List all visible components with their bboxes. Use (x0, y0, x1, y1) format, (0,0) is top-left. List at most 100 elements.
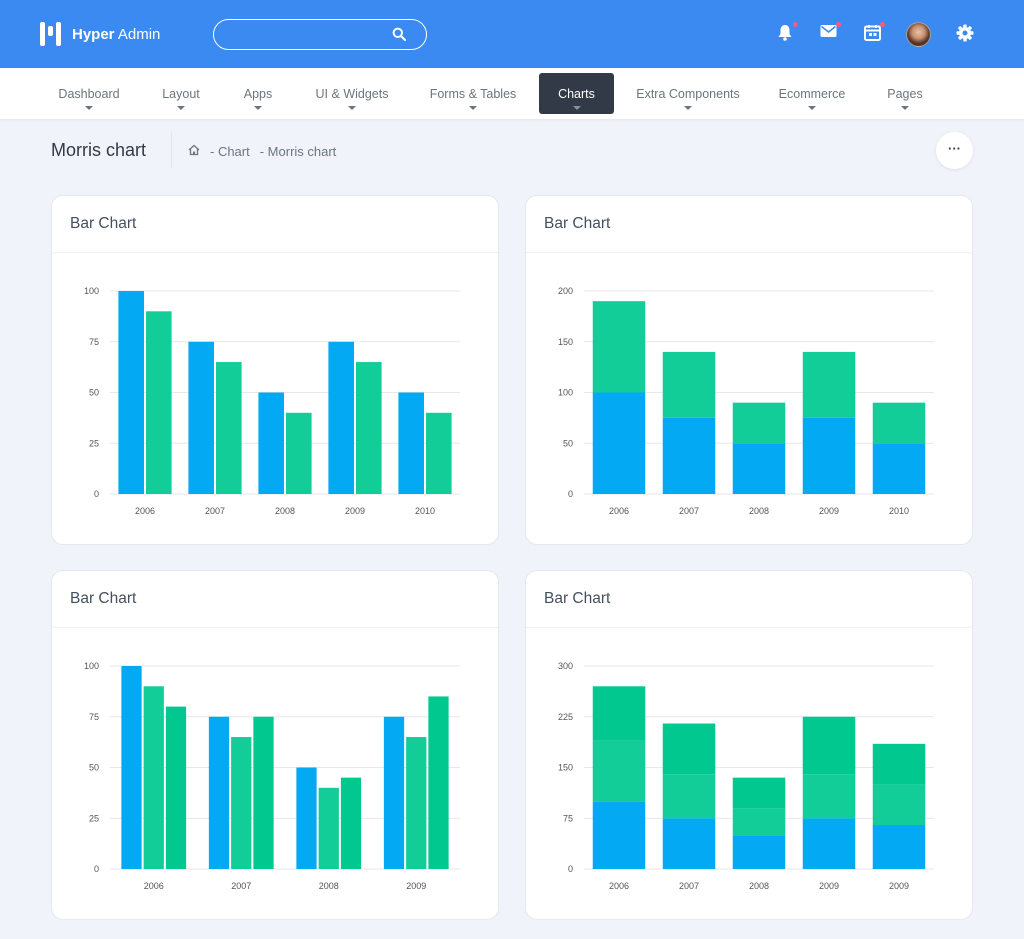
bar (732, 835, 786, 869)
brand-name: Hyper Admin (72, 25, 161, 43)
card-title: Bar Chart (70, 215, 137, 232)
x-tick-label: 2009 (889, 881, 909, 891)
x-tick-label: 2006 (144, 881, 164, 891)
x-tick-label: 2007 (679, 506, 699, 516)
chart-card: Bar Chart 0 75 150 225 300 2006 2007 2008 2009 20… (525, 570, 973, 920)
x-tick-label: 2008 (749, 881, 769, 891)
more-options-button[interactable]: ··· (936, 132, 973, 169)
x-tick-label: 2006 (135, 506, 155, 516)
bar (662, 774, 716, 819)
x-tick-label: 2007 (679, 881, 699, 891)
bar (592, 740, 646, 802)
bar (662, 351, 716, 418)
menu-item-ecommerce[interactable]: Ecommerce (772, 73, 852, 114)
x-tick-label: 2009 (819, 506, 839, 516)
bar (802, 716, 856, 775)
x-tick-label: 2009 (819, 881, 839, 891)
bell-icon[interactable] (777, 22, 798, 42)
card-title: Bar Chart (70, 590, 137, 607)
bar (872, 784, 926, 826)
notification-dot (836, 22, 841, 27)
bar (732, 808, 786, 836)
y-tick-label: 300 (558, 661, 573, 671)
bar (732, 777, 786, 809)
card-header: Bar Chart (526, 196, 972, 253)
gear-icon[interactable] (956, 24, 974, 42)
bar (188, 341, 214, 494)
y-tick-label: 100 (84, 661, 99, 671)
x-tick-label: 2010 (415, 506, 435, 516)
x-tick-label: 2008 (275, 506, 295, 516)
bar (286, 412, 312, 494)
chart-card: Bar Chart 0 25 50 75 100 2006 2007 2008 2009 2010 (51, 195, 499, 545)
bar (662, 417, 716, 494)
stacked-bar-chart: 0 50 100 150 200 2006 2007 2008 2009 2010 (558, 286, 934, 516)
y-tick-label: 150 (558, 763, 573, 773)
bar (802, 774, 856, 819)
logo-mark-icon (40, 22, 62, 46)
mail-icon[interactable] (820, 22, 841, 42)
y-tick-label: 50 (89, 388, 99, 398)
breadcrumb-chart[interactable]: - Chart (210, 144, 250, 159)
menu-item-charts[interactable]: Charts (539, 73, 614, 114)
bar-chart: 0 25 50 75 100 2006 2007 2008 2009 2010 (84, 286, 460, 516)
x-tick-label: 2009 (345, 506, 365, 516)
bar (118, 291, 144, 494)
main-menu: Dashboard Layout Apps UI & Widgets Forms… (0, 68, 1024, 119)
bar (662, 818, 716, 869)
bar (328, 341, 354, 494)
menu-item-forms-tables[interactable]: Forms & Tables (425, 73, 521, 114)
y-tick-label: 50 (89, 763, 99, 773)
menu-item-layout[interactable]: Layout (152, 73, 210, 114)
y-tick-label: 25 (89, 438, 99, 448)
menu-item-dashboard[interactable]: Dashboard (52, 73, 126, 114)
chart-card: Bar Chart 0 50 100 150 200 2006 2007 2008 2009 20… (525, 195, 973, 545)
y-tick-label: 150 (558, 337, 573, 347)
notification-dot (880, 22, 885, 27)
menu-item-ui-widgets[interactable]: UI & Widgets (308, 73, 396, 114)
caret-down-icon (85, 106, 93, 110)
bar (143, 686, 164, 869)
bar (426, 412, 452, 494)
y-tick-label: 0 (94, 489, 99, 499)
caret-down-icon (177, 106, 185, 110)
bar (732, 443, 786, 494)
bar (340, 777, 362, 869)
bar (296, 767, 317, 869)
caret-down-icon (348, 106, 356, 110)
menu-item-extra-components[interactable]: Extra Components (632, 73, 744, 114)
y-tick-label: 225 (558, 712, 573, 722)
search-icon[interactable] (392, 27, 406, 46)
brand-logo[interactable]: Hyper Admin (40, 22, 160, 46)
topbar: Hyper Admin (0, 0, 1024, 68)
card-title: Bar Chart (544, 215, 611, 232)
bar (872, 443, 926, 494)
caret-down-icon (469, 106, 477, 110)
title-divider (171, 132, 172, 168)
bar (592, 686, 646, 741)
bar (258, 392, 284, 494)
bar (121, 666, 142, 869)
breadcrumb-current: - Morris chart (259, 144, 337, 159)
bar (406, 737, 427, 869)
search-input[interactable] (226, 26, 386, 43)
menu-item-apps[interactable]: Apps (233, 73, 283, 114)
stacked-bar-chart: 0 75 150 225 300 2006 2007 2008 2009 2009 (558, 661, 934, 891)
x-tick-label: 2009 (406, 881, 426, 891)
menu-item-pages[interactable]: Pages (878, 73, 932, 114)
caret-down-icon (901, 106, 909, 110)
bar (398, 392, 424, 494)
avatar[interactable] (906, 22, 931, 47)
bar (592, 392, 646, 494)
bar (146, 311, 172, 494)
calendar-icon[interactable] (864, 22, 885, 42)
bar (872, 402, 926, 444)
home-icon[interactable] (188, 144, 200, 159)
x-tick-label: 2010 (889, 506, 909, 516)
x-tick-label: 2006 (609, 881, 629, 891)
x-tick-label: 2007 (205, 506, 225, 516)
bar (662, 723, 716, 775)
bar (592, 301, 646, 393)
y-tick-label: 25 (89, 813, 99, 823)
chart-card: Bar Chart 0 25 50 75 100 2006 2007 2008 2009 (51, 570, 499, 920)
